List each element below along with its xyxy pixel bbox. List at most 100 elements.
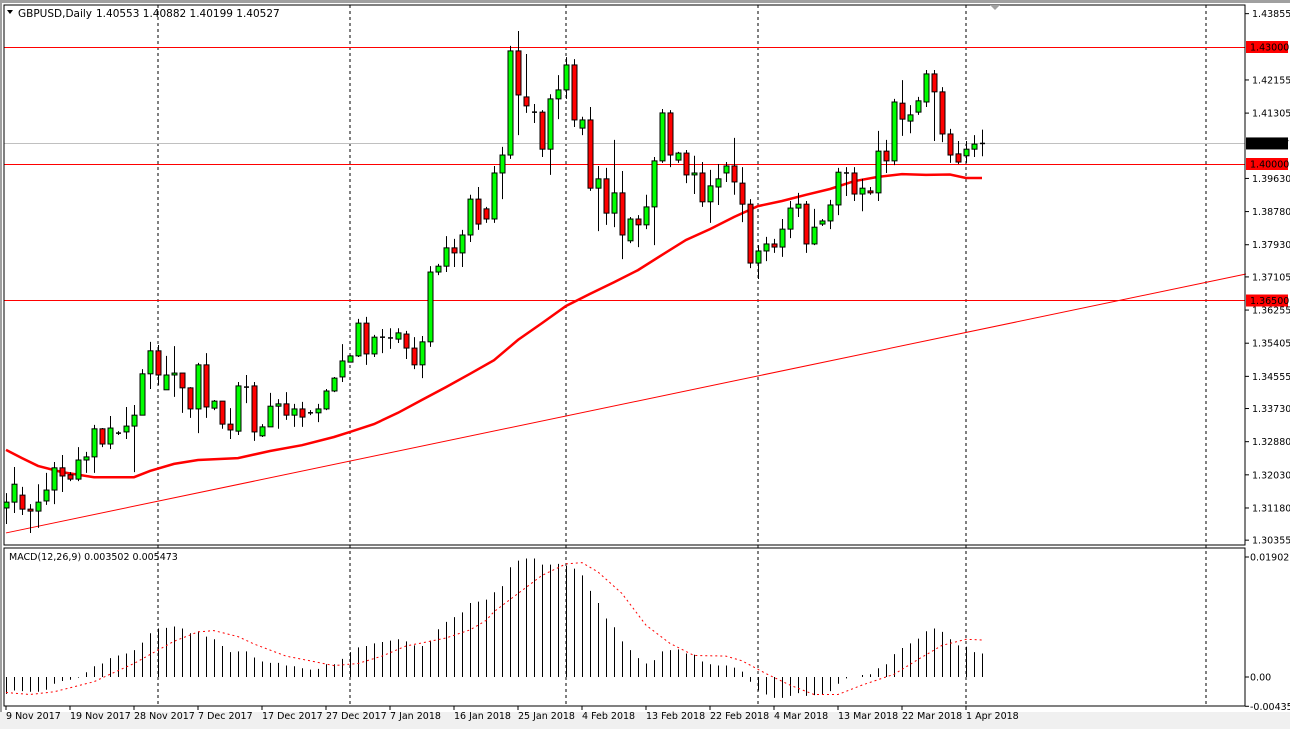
chart-shift-marker-icon[interactable] xyxy=(990,5,1000,10)
status-strip xyxy=(0,712,1290,729)
candle xyxy=(899,80,906,136)
candle xyxy=(675,151,682,163)
candle-bull-body xyxy=(555,89,562,100)
candle-bull-body xyxy=(579,119,586,129)
candle xyxy=(835,167,842,216)
candle-bear-body xyxy=(939,91,946,135)
candle-bull-body xyxy=(875,150,882,194)
candle-bull-body xyxy=(627,218,634,242)
time-tick-label: 16 Jan 2018 xyxy=(454,711,511,722)
dropdown-triangle-icon[interactable] xyxy=(7,10,13,14)
candle xyxy=(763,236,770,262)
candle-bear-body xyxy=(539,111,546,150)
candle xyxy=(331,376,338,393)
macd-tick-label: 0.00 xyxy=(1250,673,1271,684)
candle xyxy=(435,263,442,276)
candle xyxy=(811,208,818,246)
candle xyxy=(195,362,202,434)
candle-bull-body xyxy=(427,271,434,343)
candle xyxy=(755,245,762,280)
candle-bear-body xyxy=(867,190,874,194)
trendline[interactable] xyxy=(5,273,1247,534)
candle-bull-body xyxy=(507,50,514,156)
candle-bull-body xyxy=(291,408,298,416)
candle-bull-body xyxy=(139,373,146,416)
horizontal-levels[interactable] xyxy=(4,47,1245,301)
candle xyxy=(171,346,178,397)
candle-bear-body xyxy=(411,347,418,366)
candle-bear-body xyxy=(955,153,962,163)
candle-bull-body xyxy=(315,408,322,414)
candle-bull-body xyxy=(755,250,762,264)
candle-bull-body xyxy=(323,390,330,410)
candle-bull-body xyxy=(763,243,770,252)
candle-bull-body xyxy=(35,501,42,512)
candle xyxy=(443,236,450,273)
candle xyxy=(235,382,242,436)
candle xyxy=(747,199,754,269)
trendline-line[interactable] xyxy=(5,273,1247,534)
candle xyxy=(388,328,393,349)
level-price-tag-background xyxy=(1246,294,1288,307)
candle xyxy=(67,472,74,482)
candle-bull-body xyxy=(259,426,266,437)
candle-bear-body xyxy=(803,203,810,245)
candle xyxy=(27,504,34,533)
candle-bull-body xyxy=(659,112,666,162)
candle-bear-body xyxy=(899,102,906,120)
time-tick-label: 7 Jan 2018 xyxy=(390,711,441,722)
candle-bear-body xyxy=(179,372,186,389)
candle xyxy=(308,410,313,416)
candle xyxy=(339,344,346,383)
candle xyxy=(315,403,322,423)
candle-bull-body xyxy=(675,152,682,161)
candle xyxy=(875,130,882,202)
ohlc-readout: 1.40553 1.40882 1.40199 1.40527 xyxy=(96,8,280,20)
candle-bear-body xyxy=(699,172,706,203)
candle-bear-body xyxy=(187,387,194,410)
candle-bull-body xyxy=(787,207,794,230)
price-tick-label: 1.42155 xyxy=(1252,75,1290,86)
candle-bear-body xyxy=(363,322,370,355)
candle-bull-body xyxy=(459,234,466,254)
candle-bull-body xyxy=(715,178,722,188)
price-tick-label: 1.31180 xyxy=(1252,503,1290,514)
candle xyxy=(411,337,418,370)
candle-bull-body xyxy=(163,374,170,391)
candle-bear-body xyxy=(515,50,522,96)
time-tick-label: 17 Dec 2017 xyxy=(262,711,323,722)
macd-tick-label: -0.004351 xyxy=(1250,702,1290,713)
window-top-border xyxy=(0,0,1290,3)
candle-bull-body xyxy=(91,428,98,458)
candle-bear-body xyxy=(683,152,690,176)
price-tick-label: 1.37930 xyxy=(1252,240,1290,251)
candle xyxy=(179,372,186,413)
time-tick-label: 13 Mar 2018 xyxy=(838,711,898,722)
candle-bear-body xyxy=(299,408,306,418)
candle-bull-body xyxy=(339,360,346,378)
candle xyxy=(923,70,930,108)
candle-bull-body xyxy=(395,332,402,340)
candle-bull-body xyxy=(267,405,274,428)
candle xyxy=(851,167,858,202)
candle xyxy=(419,335,426,379)
candle xyxy=(715,164,722,205)
price-tick-label: 1.41305 xyxy=(1252,109,1290,120)
candle xyxy=(116,431,121,436)
candle-bull-body xyxy=(723,165,730,174)
candle-bear-body xyxy=(283,403,290,416)
price-tick-label: 1.39630 xyxy=(1252,174,1290,185)
candle xyxy=(123,406,130,439)
candle xyxy=(11,467,18,514)
price-tick-label: 1.37105 xyxy=(1252,272,1290,283)
candle xyxy=(251,382,258,441)
candle xyxy=(523,54,530,113)
candle-bull-body xyxy=(707,185,714,203)
candle xyxy=(43,472,50,505)
time-tick-label: 22 Mar 2018 xyxy=(902,711,962,722)
candle xyxy=(771,238,778,253)
window-left-border xyxy=(0,0,2,729)
candle-bear-body xyxy=(851,172,858,195)
candle xyxy=(555,75,562,120)
candle xyxy=(467,194,474,242)
